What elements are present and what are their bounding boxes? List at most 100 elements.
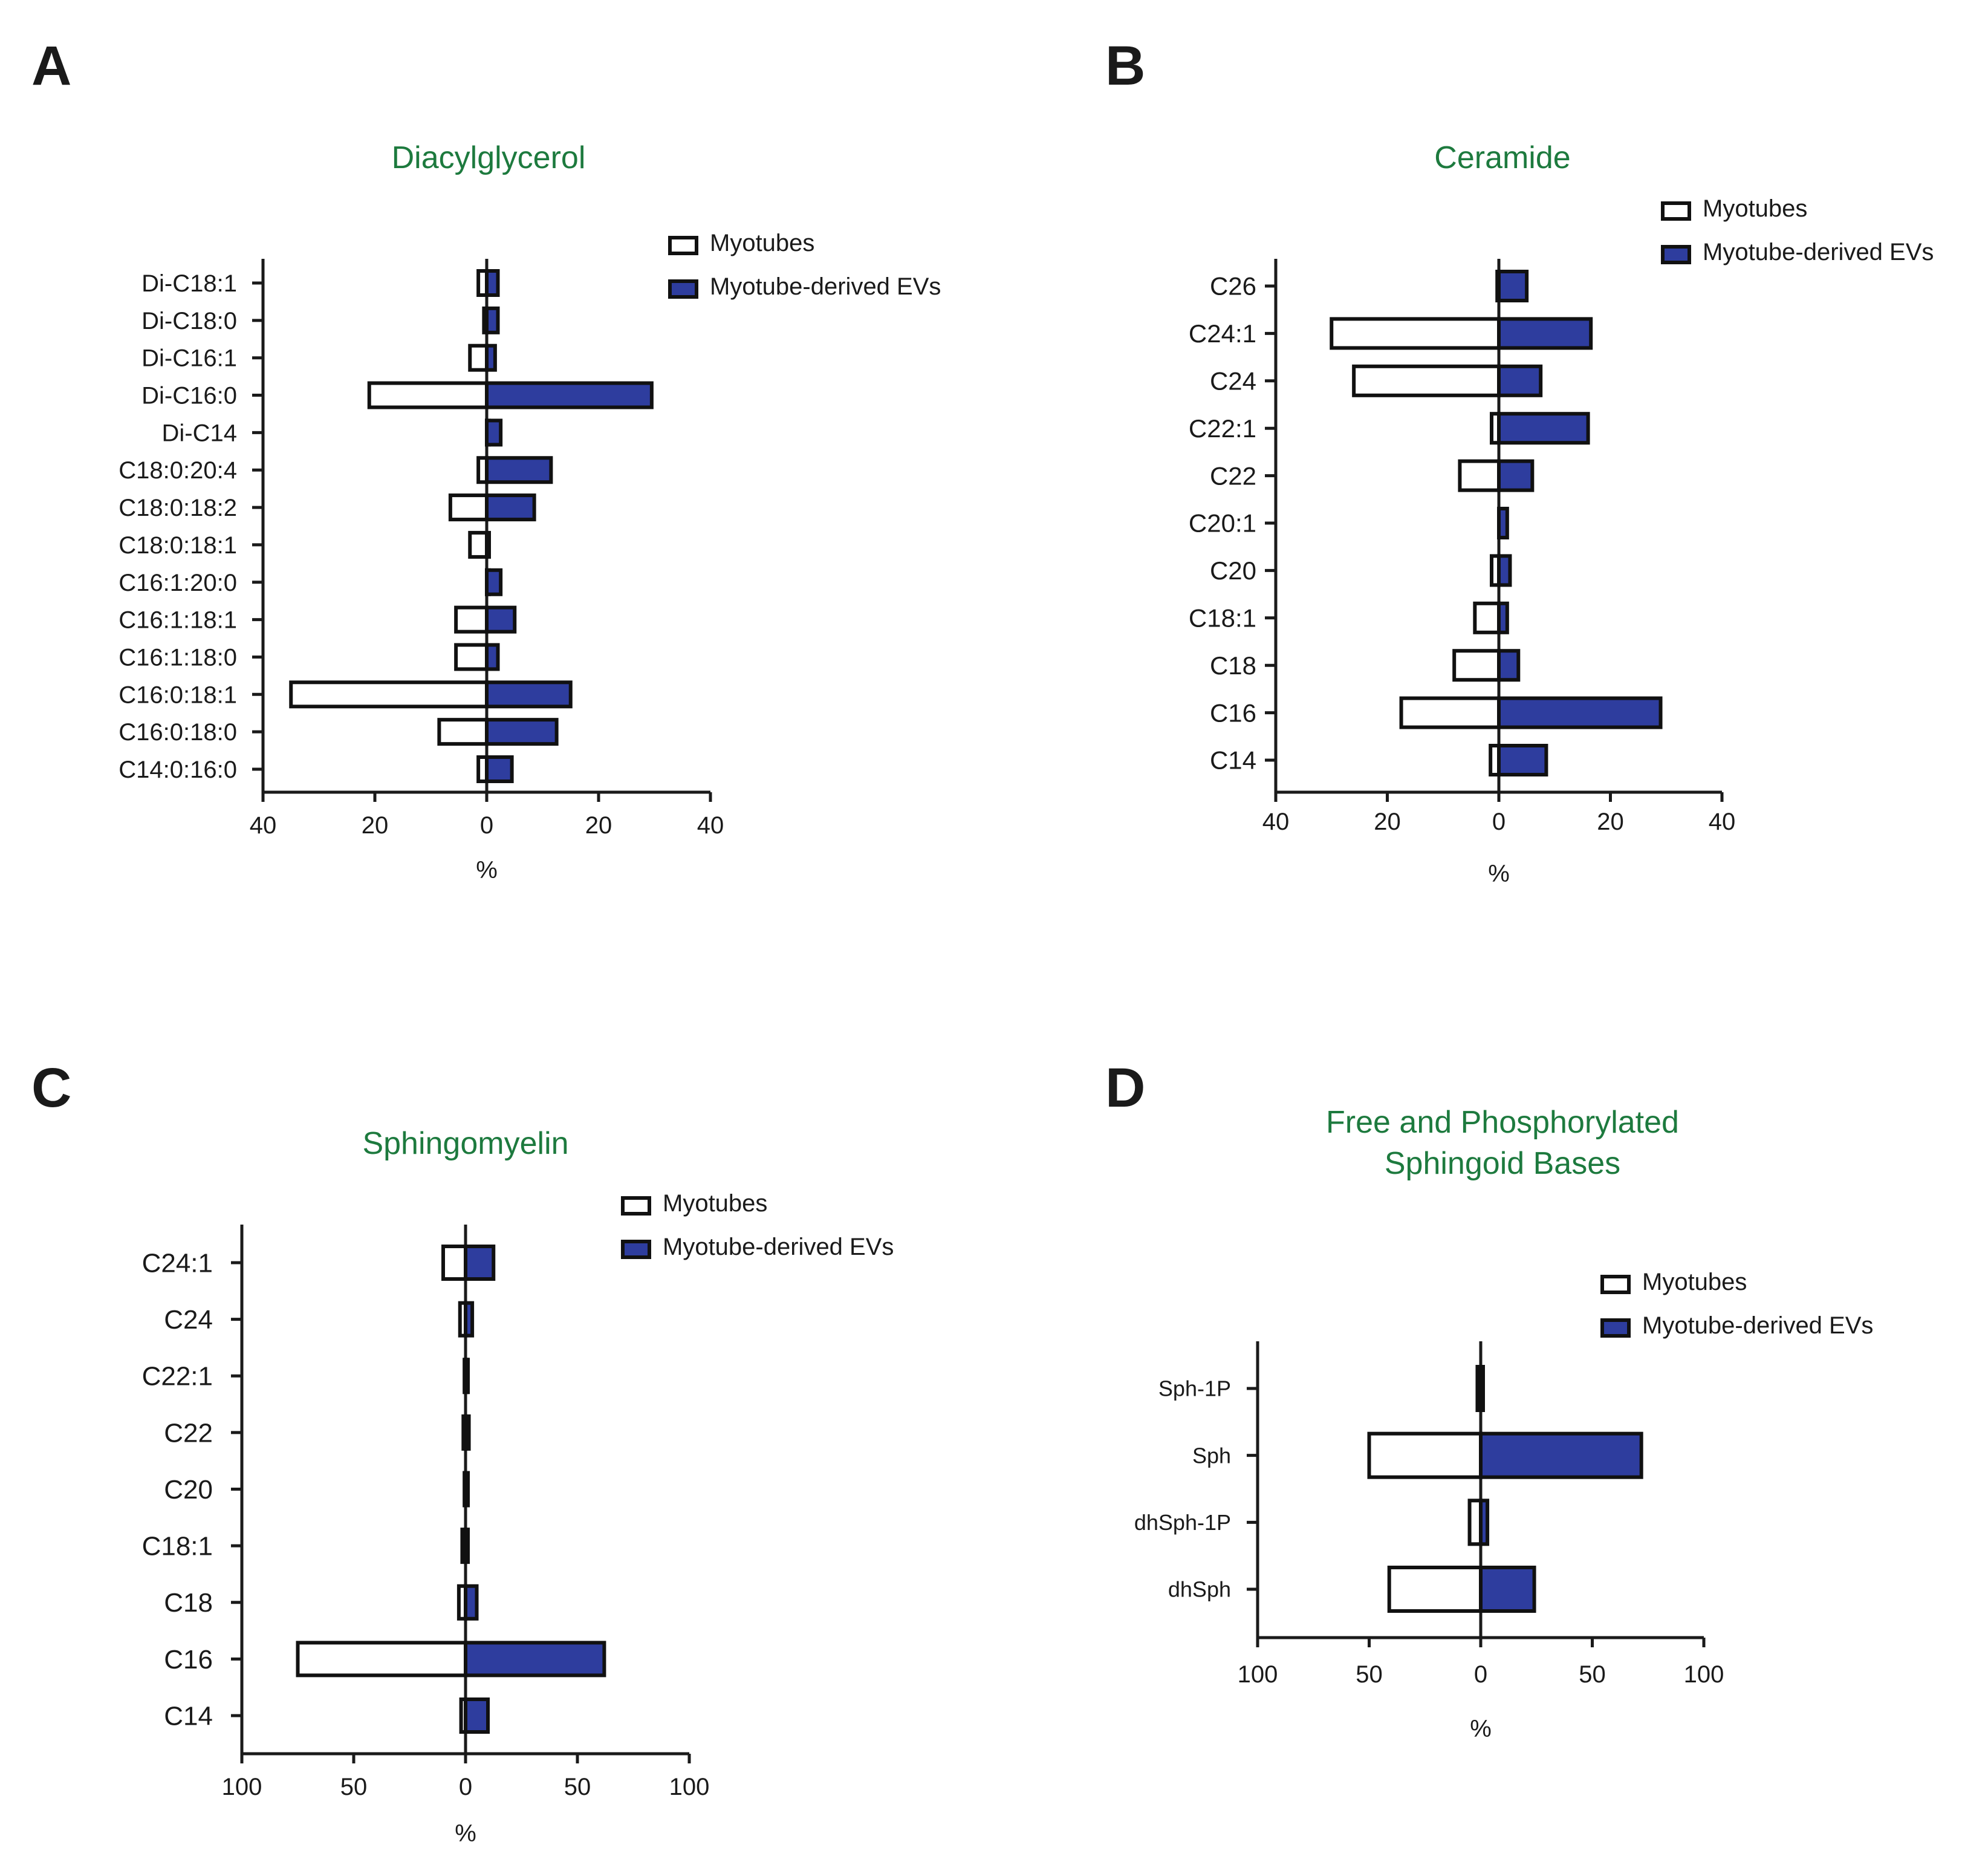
bar-myotube-derived-evs — [1479, 1566, 1536, 1613]
chart-title-line: Ceramide — [1434, 140, 1570, 175]
category-label: C26 — [1210, 272, 1256, 301]
category-label: Di-C16:0 — [141, 383, 237, 409]
x-tick-label: 20 — [1597, 809, 1624, 835]
category-label: C22 — [1210, 461, 1256, 490]
bar-myotubes — [1352, 364, 1501, 397]
category-label: C18:0:20:4 — [119, 457, 237, 484]
category-label: C18:0:18:1 — [119, 532, 237, 559]
bar-myotube-derived-evs — [485, 718, 559, 746]
legend-myotube-derived-evs-label: Myotube-derived EVs — [1703, 239, 1934, 265]
bar-myotube-derived-evs — [1497, 507, 1509, 539]
category-label: C18:1 — [1189, 604, 1256, 633]
legend-myotubes-label: Myotubes — [1703, 195, 1807, 222]
legend-myotube-derived-evs-swatch — [621, 1240, 651, 1259]
x-tick-label: 0 — [480, 812, 493, 839]
legend-myotubes-swatch — [1661, 201, 1691, 221]
category-label: C16 — [164, 1645, 213, 1675]
x-tick-label: 0 — [1474, 1661, 1487, 1688]
bar-myotubes — [1399, 696, 1501, 729]
bar-myotubes — [1473, 601, 1501, 634]
category-label: C18 — [164, 1588, 213, 1618]
bar-myotubes — [454, 605, 489, 634]
category-label: C16:1:18:1 — [119, 607, 237, 634]
panel-letter-a: A — [31, 35, 71, 97]
x-tick-label: 20 — [362, 812, 389, 839]
bar-myotube-derived-evs — [1497, 601, 1509, 634]
legend-myotube-derived-evs-label: Myotube-derived EVs — [663, 1234, 894, 1260]
category-label: dhSph — [1168, 1577, 1231, 1602]
bar-myotube-derived-evs — [1497, 696, 1663, 729]
bar-myotube-derived-evs — [1479, 1431, 1643, 1479]
bar-myotube-derived-evs — [1497, 270, 1529, 302]
bar-myotube-derived-evs — [1497, 364, 1543, 397]
bar-myotube-derived-evs — [1479, 1365, 1485, 1412]
bar-myotube-derived-evs — [464, 1584, 479, 1621]
category-label: Di-C18:1 — [141, 270, 237, 297]
bar-myotube-derived-evs — [485, 343, 497, 372]
category-label: C22:1 — [1189, 414, 1256, 443]
bar-myotube-derived-evs — [1497, 412, 1590, 445]
bar-myotube-derived-evs — [485, 418, 503, 447]
category-label: C18 — [1210, 651, 1256, 680]
bar-myotube-derived-evs — [485, 568, 503, 596]
category-label: C16:0:18:0 — [119, 719, 237, 746]
x-tick-label: 0 — [1492, 809, 1506, 835]
legend-myotubes-swatch — [668, 236, 698, 255]
category-label: C14 — [1210, 746, 1256, 775]
category-label: C24 — [164, 1305, 213, 1335]
legend-myotubes-swatch — [621, 1196, 651, 1216]
bar-myotube-derived-evs — [485, 381, 654, 409]
bar-myotube-derived-evs — [485, 306, 500, 334]
chart-sphingoid-bases: Free and Phosphorylated Sphingoid Bases 10… — [1134, 1105, 1874, 1742]
bar-myotube-derived-evs — [464, 1301, 475, 1338]
chart-title-line: Sphingomyelin — [362, 1126, 568, 1161]
x-tick-label: 100 — [1238, 1661, 1278, 1688]
x-axis-label: % — [1488, 861, 1510, 887]
legend-myotube-derived-evs-label: Myotube-derived EVs — [710, 273, 941, 300]
category-label: C14 — [164, 1701, 213, 1731]
category-label: C20:1 — [1189, 509, 1256, 538]
bar-myotube-derived-evs — [485, 456, 553, 484]
x-tick-label: 40 — [250, 812, 277, 839]
chart-title-line: Free and Phosphorylated — [1326, 1105, 1679, 1140]
category-label: C24 — [1210, 367, 1256, 395]
bar-myotubes — [1387, 1566, 1483, 1613]
bar-myotube-derived-evs — [464, 1528, 470, 1564]
x-tick-label: 40 — [1709, 809, 1736, 835]
category-label: Di-C14 — [162, 420, 237, 446]
bar-myotube-derived-evs — [464, 1414, 471, 1451]
bar-myotube-derived-evs — [464, 1697, 490, 1734]
category-label: C22:1 — [142, 1362, 213, 1391]
x-tick-label: 20 — [585, 812, 612, 839]
x-tick-label: 100 — [222, 1774, 262, 1800]
legend-myotubes-label: Myotubes — [1642, 1269, 1747, 1295]
bar-myotube-derived-evs — [485, 755, 514, 783]
bar-myotubes — [1458, 459, 1501, 492]
x-tick-label: 40 — [697, 812, 724, 839]
chart-diacylglycerol: Diacylglycerol 40 20 0 20 40% Di-C18:1 Di-C18:0… — [119, 140, 941, 884]
bar-myotubes — [441, 1245, 467, 1281]
bar-myotubes — [448, 493, 489, 522]
bar-myotubes — [367, 381, 489, 409]
x-axis-label: % — [1470, 1716, 1492, 1742]
x-tick-label: 50 — [1579, 1661, 1606, 1688]
bar-myotube-derived-evs — [485, 493, 536, 522]
category-label: dhSph-1P — [1134, 1510, 1231, 1535]
category-label: C18:1 — [142, 1532, 213, 1561]
legend-myotube-derived-evs-swatch — [1661, 245, 1691, 264]
category-label: Sph — [1192, 1443, 1231, 1468]
bar-myotube-derived-evs — [485, 643, 500, 671]
bar-myotubes — [454, 643, 489, 671]
category-label: C14:0:16:0 — [119, 757, 237, 783]
category-label: C18:0:18:2 — [119, 495, 237, 521]
bar-myotubes — [468, 530, 489, 559]
category-label: C22 — [164, 1418, 213, 1448]
legend-myotube-derived-evs-swatch — [1600, 1318, 1631, 1338]
legend-myotubes-swatch — [1600, 1275, 1631, 1294]
x-tick-label: 50 — [1356, 1661, 1383, 1688]
chart-sphingomyelin: Sphingomyelin 100 50 0 50 100% C24:1 C24 C22:1 C2… — [142, 1126, 894, 1847]
panel-letter-c: C — [31, 1057, 71, 1119]
bar-myotube-derived-evs — [1479, 1499, 1490, 1546]
